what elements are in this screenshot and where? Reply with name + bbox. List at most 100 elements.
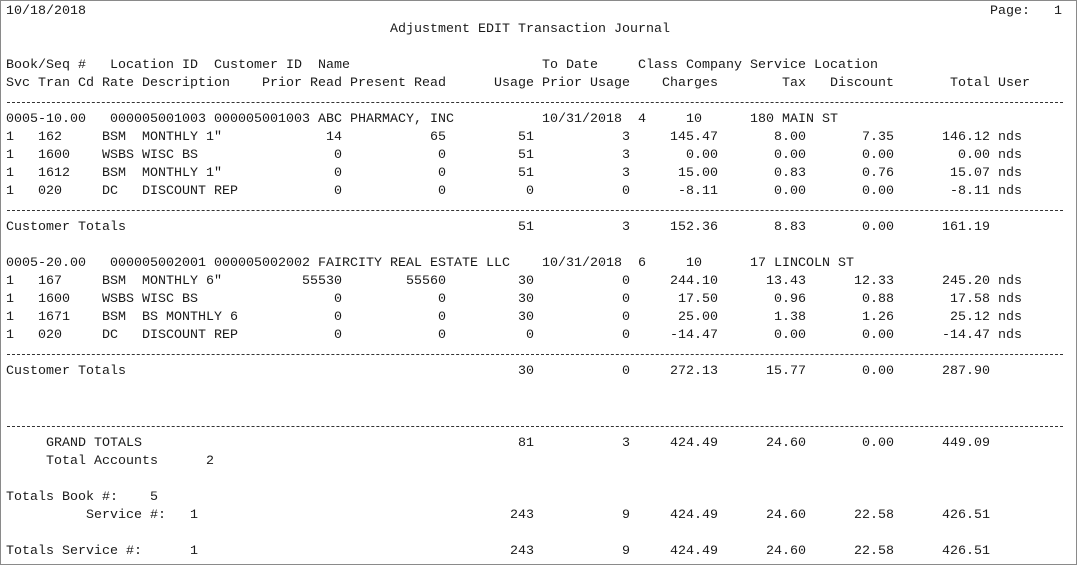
book-totals-value: 9 [622,508,630,523]
separator [7,354,1063,355]
item-field: 30 [518,292,534,307]
service-totals-label: Totals Service #: [6,544,142,559]
item-field: nds [998,310,1022,325]
item-field: 3 [622,148,630,163]
totals-value: 51 [518,220,534,235]
item-field: -8.11 [678,184,718,199]
service-totals-value: 9 [622,544,630,559]
totals-value: 287.90 [942,364,990,379]
item-field: 7.35 [862,130,894,145]
item-field: 3 [622,166,630,181]
customer-field: 10 [686,112,702,127]
totals-value: 0 [622,364,630,379]
item-field: 0 [334,148,342,163]
item-field: MONTHLY 1" [142,166,222,181]
service-number: 1 [190,508,198,523]
item-field: 0 [622,184,630,199]
item-field: DC [102,184,118,199]
item-field: 0.00 [774,184,806,199]
page-number: 1 [1054,4,1062,19]
item-field: 0 [526,328,534,343]
book-totals-value: 426.51 [942,508,990,523]
book-totals-value: 243 [510,508,534,523]
service-totals-value: 22.58 [854,544,894,559]
column-header: Location [814,58,878,73]
item-field: 0 [334,166,342,181]
item-field: 25.12 [950,310,990,325]
column-header: Book/Seq # [6,58,86,73]
item-field: 0 [438,328,446,343]
item-field: nds [998,130,1022,145]
item-field: 0 [334,328,342,343]
item-field: 1600 [38,148,70,163]
item-field: 146.12 [942,130,990,145]
item-field: 1 [6,274,14,289]
grand-totals-value: 424.49 [670,436,718,451]
item-field: WSBS [102,292,134,307]
service-totals-value: 243 [510,544,534,559]
item-field: 145.47 [670,130,718,145]
item-field: 020 [38,328,62,343]
customer-field: 17 LINCOLN ST [750,256,854,271]
item-field: 0.00 [862,328,894,343]
item-field: 0 [334,292,342,307]
customer-field: 0005-10.00 [6,112,86,127]
totals-value: 0.00 [862,220,894,235]
item-field: 0 [622,292,630,307]
column-header: Prior Read [262,76,342,91]
totals-value: 152.36 [670,220,718,235]
item-field: 162 [38,130,62,145]
item-field: DC [102,328,118,343]
item-field: 1671 [38,310,70,325]
item-field: 0 [622,328,630,343]
customer-field: 10 [686,256,702,271]
column-header: Cd [78,76,94,91]
item-field: 1 [6,166,14,181]
item-field: 1.26 [862,310,894,325]
item-field: 245.20 [942,274,990,289]
totals-value: 8.83 [774,220,806,235]
item-field: 0 [526,184,534,199]
item-field: 0.96 [774,292,806,307]
column-header: Present Read [350,76,446,91]
item-field: 25.00 [678,310,718,325]
item-field: BSM [102,310,126,325]
customer-field: 000005001003 [110,112,206,127]
item-field: -8.11 [950,184,990,199]
total-accounts-label: Total Accounts [46,454,158,469]
totals-label: Customer Totals [6,364,126,379]
column-header: Service [750,58,806,73]
service-label: Service #: [86,508,166,523]
item-field: 30 [518,310,534,325]
item-field: DISCOUNT REP [142,184,238,199]
grand-totals-value: 81 [518,436,534,451]
totals-label: Customer Totals [6,220,126,235]
item-field: 14 [326,130,342,145]
item-field: 0 [438,310,446,325]
book-number: 5 [150,490,158,505]
column-header: Rate [102,76,134,91]
customer-field: 180 MAIN ST [750,112,838,127]
customer-field: 4 [638,112,646,127]
item-field: 1 [6,328,14,343]
totals-value: 30 [518,364,534,379]
item-field: 3 [622,130,630,145]
column-header: Prior Usage [542,76,630,91]
item-field: 0.00 [774,328,806,343]
item-field: nds [998,292,1022,307]
book-totals-value: 22.58 [854,508,894,523]
item-field: 55560 [406,274,446,289]
item-field: 1 [6,148,14,163]
item-field: nds [998,184,1022,199]
total-accounts-value: 2 [206,454,214,469]
grand-totals-value: 24.60 [766,436,806,451]
item-field: 0.00 [774,148,806,163]
item-field: 1612 [38,166,70,181]
item-field: 51 [518,166,534,181]
item-field: 51 [518,148,534,163]
customer-field: 000005002001 [110,256,206,271]
item-field: WSBS [102,148,134,163]
customer-field: 6 [638,256,646,271]
item-field: 1600 [38,292,70,307]
item-field: 55530 [302,274,342,289]
